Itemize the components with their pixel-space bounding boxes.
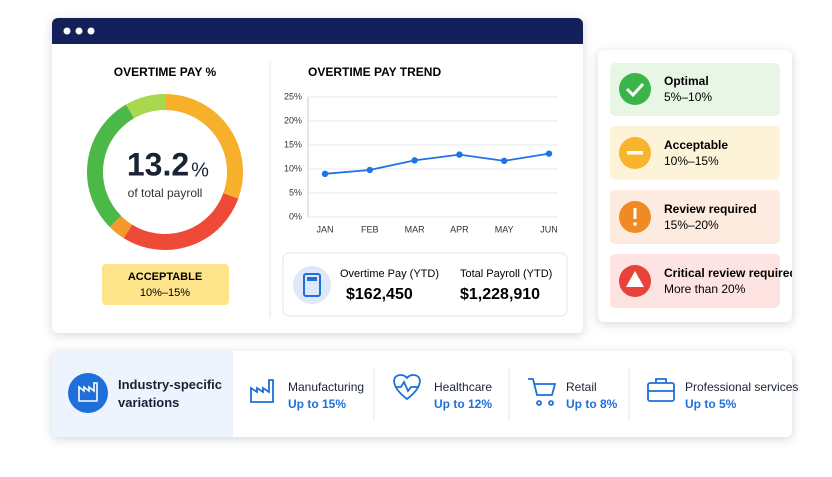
y-tick-label: 0% [289,211,302,221]
industry-name: Manufacturing [288,380,365,394]
ring-segment [87,104,135,228]
warning-mark [626,271,644,287]
legend-row [610,190,780,244]
industry-glyphs [250,374,675,406]
legend-row [610,63,780,116]
minus-mark [627,151,643,155]
window-dots [63,27,95,35]
trend-point [366,166,373,174]
industry-card [52,351,792,437]
factory-glyph [78,382,98,402]
legend-row [610,126,780,180]
industry-value: Up to 5% [685,397,737,411]
calculator-icon [293,266,331,304]
legend-range: 15%–20% [664,218,719,232]
legend-title: Critical review required [664,266,792,280]
gauge-ring [87,94,243,250]
check-mark [625,82,645,98]
trend-point [545,150,553,157]
y-tick-label: 10% [284,163,302,173]
status-label: ACCEPTABLE [128,271,202,283]
y-tick-label: 20% [284,115,302,125]
industry-value: Up to 12% [434,397,493,411]
calculator-icon-screen [307,277,317,281]
gauge-title: OVERTIME PAY % [114,65,217,79]
x-tick-label: JAN [316,224,333,234]
summary-label: Total Payroll (YTD) [460,268,552,280]
exclaim-mark [633,208,637,219]
trend-point [501,157,508,165]
trend-point [456,151,463,158]
status-badge [102,264,229,305]
factory-badge [68,373,108,413]
trend-point [321,170,329,177]
industry-value: Up to 8% [566,397,618,411]
legend-icon [619,73,651,105]
status-range: 10%–15% [140,287,190,299]
industry-icons [68,367,675,421]
summary-label: Overtime Pay (YTD) [340,268,439,280]
x-tick-label: MAY [495,224,514,234]
legend-title: Acceptable [664,138,728,152]
window-bar [52,18,583,44]
industry-title: Industry-specific variations [118,377,223,410]
ring-segment [123,192,239,250]
x-tick-label: FEB [361,224,379,234]
industry-value: Up to 15% [288,397,347,411]
y-tick-label: 5% [289,187,302,197]
y-tick-label: 25% [284,91,302,101]
gauge-unit: % [191,159,209,181]
trend-line [324,152,550,175]
x-tick-label: MAR [405,224,426,234]
gauge-caption: of total payroll [128,186,203,200]
gauge-value: 13.2 [127,146,189,182]
summary-box [282,252,568,317]
industry-name: Healthcare [434,380,493,394]
summary-value: $162,450 [346,286,413,303]
legend-range: 5%–10% [664,90,712,104]
legend-row [610,254,780,308]
legend: Optimal 5%–10% Acceptable 10%–15% Review… [610,63,792,308]
ring-segment [109,215,133,239]
calculator-icon-body [303,273,321,297]
trend-point [411,157,418,164]
x-tick-label: JUN [540,224,558,234]
trend-chart: 0% 5% 10% 15% 20% 25% JAN FEB MAR APR MAY JUN [284,91,558,234]
legend-range: 10%–15% [664,154,719,168]
legend-range: More than 20% [664,282,746,296]
x-tick-label: APR [450,224,469,234]
summary-value: $1,228,910 [460,286,540,303]
industry-name: Retail [566,380,597,394]
legend-title: Review required [664,202,757,216]
exclaim-dot [633,222,637,226]
legend-title: Optimal [664,74,709,88]
ring-segment [126,94,166,119]
ring-segment [164,94,243,199]
y-tick-label: 15% [284,139,302,149]
industry-name: Professional services [685,380,799,394]
trend-title: OVERTIME PAY TREND [308,65,441,79]
